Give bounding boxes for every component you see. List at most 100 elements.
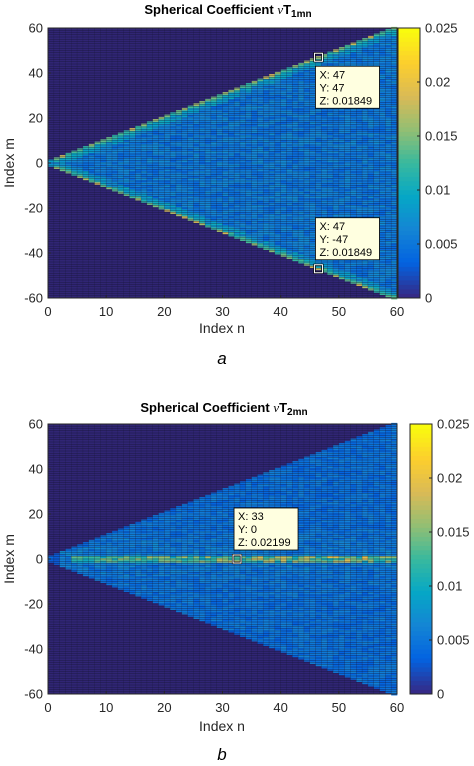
x-tick-label: 0: [44, 304, 51, 319]
colorbar-segment: [398, 154, 420, 159]
y-tick-label: 0: [36, 156, 43, 171]
colorbar-segment: [398, 271, 420, 276]
y-tick-label: 20: [29, 111, 43, 126]
colorbar-segment: [398, 235, 420, 240]
colorbar-segment: [398, 239, 420, 245]
colorbar-segment: [398, 77, 420, 83]
datatip-text: X: 47: [319, 221, 345, 233]
colorbar-segment: [398, 100, 420, 105]
colorbar-segment: [398, 230, 420, 236]
y-tick-label: -60: [24, 291, 43, 306]
colorbar-tick-label: 0.01: [425, 183, 450, 198]
colorbar-segment: [398, 127, 420, 132]
colorbar-segment: [398, 208, 420, 213]
datatip-text: Y: 47: [319, 82, 344, 94]
colorbar-segment: [398, 248, 420, 254]
colorbar-segment: [398, 244, 420, 249]
colorbar-segment: [398, 73, 420, 78]
colorbar-segment: [398, 118, 420, 123]
x-tick-label: 60: [390, 304, 404, 319]
colorbar-segment: [398, 221, 420, 227]
colorbar-tick-label: 0: [425, 291, 432, 306]
colorbar-segment: [398, 131, 420, 137]
x-tick-label: 50: [332, 304, 346, 319]
x-tick-label: 40: [273, 304, 287, 319]
colorbar-segment: [398, 217, 420, 222]
colorbar-segment: [398, 145, 420, 150]
colorbar-segment: [398, 172, 420, 177]
chart-b-title: Spherical Coefficient νT2mn: [140, 400, 307, 418]
datatip-marker[interactable]: [313, 264, 323, 274]
datatip-marker[interactable]: [313, 52, 323, 62]
colorbar-segment: [398, 190, 420, 195]
datatip-text: X: 47: [319, 69, 345, 81]
colorbar-segment: [398, 167, 420, 173]
colorbar-segment: [398, 64, 420, 69]
colorbar-segment: [398, 37, 420, 42]
colorbar-segment: [398, 113, 420, 119]
datatip-box: [315, 217, 380, 261]
colorbar-segment: [398, 104, 420, 110]
x-tick-label: 30: [215, 304, 229, 319]
colorbar-tick-label: 0.015: [425, 129, 458, 144]
colorbar-segment: [398, 266, 420, 272]
chart-a-title: Spherical Coefficient νT1mn: [144, 2, 311, 20]
colorbar-segment: [398, 140, 420, 146]
x-tick-label: 10: [99, 304, 113, 319]
datatip-text: Y: -47: [319, 234, 348, 246]
datatip-text: Z: 0.01849: [319, 95, 372, 107]
colorbar-segment: [398, 41, 420, 47]
colorbar-segment: [398, 109, 420, 114]
chart-a-ylabel: Index m: [1, 138, 17, 188]
colorbar-segment: [398, 46, 420, 51]
colorbar-segment: [398, 28, 420, 33]
colorbar-segment: [398, 199, 420, 204]
colorbar-tick-label: 0.025: [425, 21, 458, 36]
chart-b-heatmap: [47, 422, 398, 696]
colorbar-segment: [398, 194, 420, 200]
datatip-text: Z: 0.01849: [319, 247, 372, 259]
colorbar-segment: [398, 280, 420, 285]
chart-a-x-ticks: 0 10 20 30 40 50 60: [44, 295, 404, 319]
chart-a-caption: a: [217, 349, 226, 368]
colorbar-segment: [398, 55, 420, 60]
colorbar-segment: [398, 185, 420, 191]
y-tick-label: -20: [24, 201, 43, 216]
chart-b: Spherical Coefficient νT2mn 0 10 20 30 40 50 6…: [1, 400, 470, 764]
colorbar-segment: [398, 275, 420, 281]
datatip-box: [315, 65, 380, 109]
colorbar-segment: [398, 122, 420, 128]
colorbar-segment: [398, 68, 420, 74]
colorbar-segment: [398, 203, 420, 209]
colorbar-segment: [398, 181, 420, 186]
colorbar-segment: [398, 176, 420, 182]
colorbar-segment: [398, 149, 420, 155]
chart-a: Spherical Coefficient νT1mn 0 10 20 30 40 50 6…: [1, 2, 458, 368]
colorbar-segment: [398, 59, 420, 65]
colorbar-segment: [398, 289, 420, 294]
colorbar-segment: [398, 50, 420, 56]
colorbar-tick-label: 0.005: [425, 237, 458, 252]
colorbar-segment: [398, 226, 420, 231]
colorbar-segment: [398, 262, 420, 267]
colorbar-segment: [398, 253, 420, 258]
colorbar-segment: [398, 257, 420, 263]
y-tick-label: -40: [24, 246, 43, 261]
chart-a-y-ticks: -60 -40 -20 0 20 40 60: [24, 21, 51, 306]
y-tick-label: 40: [29, 66, 43, 81]
colorbar-segment: [398, 32, 420, 38]
x-tick-label: 20: [157, 304, 171, 319]
y-tick-label: 60: [29, 21, 43, 36]
chart-a-colorbar: 0 0.005 0.01 0.015 0.02 0.025: [397, 21, 458, 306]
colorbar-segment: [398, 293, 420, 299]
colorbar-segment: [398, 86, 420, 92]
colorbar-segment: [398, 284, 420, 290]
colorbar-tick-label: 0.02: [425, 75, 450, 90]
colorbar-segment: [398, 95, 420, 101]
chart-a-xlabel: Index n: [199, 320, 245, 336]
colorbar-segment: [398, 91, 420, 96]
colorbar-segment: [398, 136, 420, 141]
colorbar-segment: [398, 163, 420, 168]
